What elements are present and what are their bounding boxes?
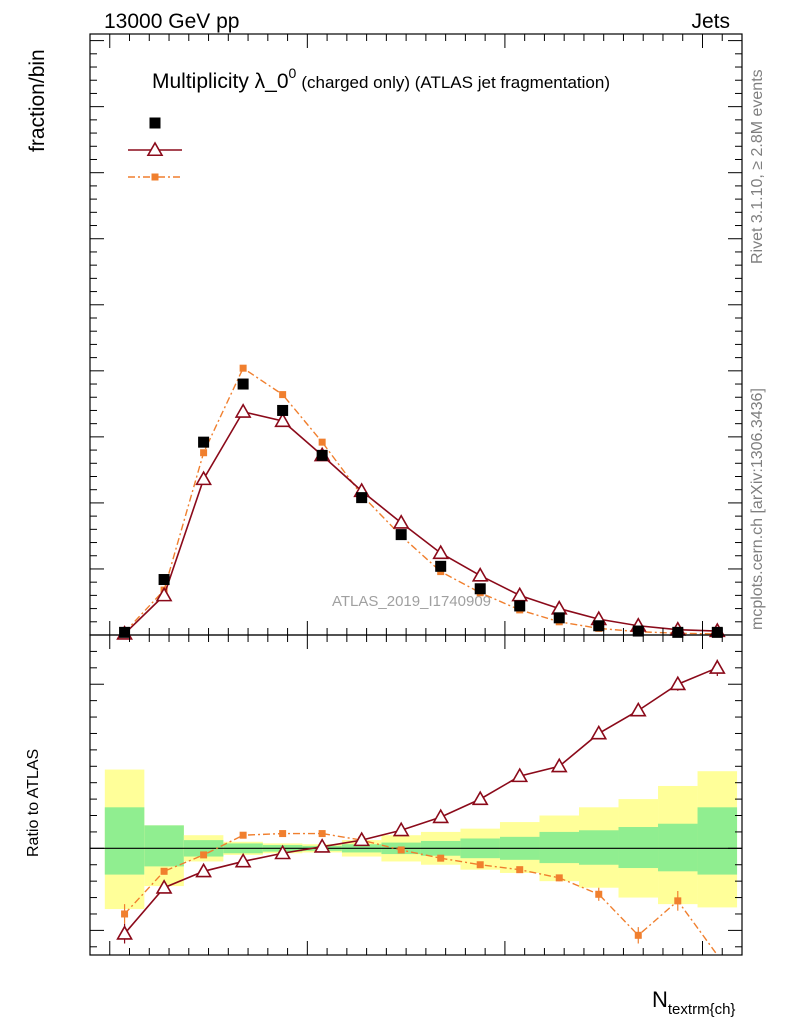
ratio-series-pythia-370 <box>116 659 726 944</box>
pythia-370-point <box>234 403 252 418</box>
atlas-point <box>553 612 565 624</box>
main-frame <box>89 33 743 636</box>
atlas-point <box>119 626 131 638</box>
atlas-point <box>435 560 447 572</box>
band-inner-bin <box>697 807 738 875</box>
band-inner-bin <box>104 807 145 875</box>
ratio-pythia-370-point <box>511 767 529 783</box>
ratio-pythia-default-point <box>239 831 247 839</box>
atlas-point <box>474 583 486 595</box>
ratio-pythia-370-point <box>195 862 212 878</box>
atlas-point <box>316 449 328 461</box>
ratio-pythia-370-line <box>123 667 718 935</box>
pythia-370-point <box>195 470 212 486</box>
ratio-panel: Ratio to ATLAS Ntextrm{ch} <box>25 634 743 1018</box>
watermark: ATLAS_2019_I1740909 <box>332 593 491 610</box>
series-atlas <box>119 378 723 638</box>
pythia-default-line <box>124 367 718 635</box>
ratio-pythia-default-point <box>634 931 642 939</box>
plot-title: Multiplicity λ_00 (charged only) (ATLAS j… <box>152 65 610 93</box>
pythia-default-point <box>200 449 208 457</box>
ratio-pythia-370-point <box>234 852 252 868</box>
pythia-default-point <box>318 438 326 446</box>
ratio-pythia-370-point <box>708 659 726 674</box>
ratio-pythia-default-point <box>555 874 563 882</box>
legend-pythia-370-marker <box>146 141 164 157</box>
pythia-default-point <box>279 391 287 399</box>
ratio-pythia-default-point <box>397 846 405 854</box>
ratio-pythia-default-point <box>437 854 445 862</box>
uncertainty-bands <box>104 769 738 910</box>
atlas-point <box>632 625 644 637</box>
ratio-pythia-370-point <box>550 757 568 773</box>
pythia-370-point <box>432 544 450 560</box>
mcplots-label: mcplots.cern.ch [arXiv:1306.3436] <box>749 388 766 630</box>
legend-atlas-marker <box>149 117 161 129</box>
main-y-ticks <box>90 40 742 636</box>
ratio-pythia-default-point <box>200 851 208 859</box>
header-right: Jets <box>691 10 730 33</box>
rivet-label: Rivet 3.1.10, ≥ 2.8M events <box>749 69 766 264</box>
header-left: 13000 GeV pp <box>104 10 239 33</box>
ratio-pythia-default-line <box>124 832 718 956</box>
plot-title-sup: 0 <box>289 65 297 81</box>
atlas-point <box>356 492 368 504</box>
main-panel: Multiplicity λ_00 (charged only) (ATLAS j… <box>26 33 743 640</box>
band-inner-bin <box>618 827 659 869</box>
pythia-370-line <box>124 410 718 635</box>
x-axis-label-main: N <box>652 987 668 1012</box>
band-inner-bin <box>539 831 579 864</box>
atlas-point <box>198 436 210 448</box>
ratio-pythia-370-point <box>155 879 173 894</box>
x-ticks <box>109 34 723 955</box>
ratio-pythia-370-point <box>432 808 450 824</box>
ratio-frame <box>89 634 743 956</box>
atlas-point <box>593 620 605 632</box>
ratio-pythia-default-point <box>674 897 682 905</box>
band-inner-bin <box>144 825 184 867</box>
ratio-pythia-370-point <box>353 831 371 847</box>
ratio-pythia-370-point <box>392 821 410 837</box>
atlas-point <box>672 626 684 638</box>
pythia-370-point <box>471 566 489 582</box>
atlas-point <box>711 626 723 638</box>
atlas-point <box>277 404 289 416</box>
ratio-pythia-370-point <box>629 701 647 717</box>
ratio-pythia-default-point <box>279 830 287 838</box>
ratio-pythia-370-point <box>313 838 331 853</box>
pythia-370-point <box>392 514 410 529</box>
pythia-370-point <box>511 586 529 602</box>
ratio-pythia-default-point <box>476 861 484 869</box>
ratio-pythia-default-point <box>516 866 524 874</box>
atlas-point <box>395 529 407 541</box>
legend-pythia-default-marker <box>151 173 159 181</box>
ratio-pythia-default-point <box>160 867 168 875</box>
ratio-pythia-370-point <box>471 790 489 806</box>
atlas-point <box>158 574 170 586</box>
ratio-y-ticks <box>90 650 742 948</box>
atlas-point <box>237 378 249 390</box>
pythia-370-point <box>274 412 292 428</box>
main-ylabel: fraction/bin <box>26 49 49 152</box>
ratio-pythia-default-point <box>318 830 326 838</box>
ratio-ylabel: Ratio to ATLAS <box>25 749 42 857</box>
x-axis-label: Ntextrm{ch} <box>652 987 735 1018</box>
band-inner-bin <box>658 823 698 872</box>
ratio-pythia-370-point <box>669 675 687 691</box>
legend <box>128 117 182 181</box>
plot-title-rest: (charged only) (ATLAS jet fragmentation) <box>301 73 610 92</box>
plot-title-main: Multiplicity λ_0 <box>152 70 289 93</box>
pythia-default-point <box>239 364 247 372</box>
pythia-370-point <box>155 586 173 602</box>
ratio-pythia-370-point <box>590 724 608 740</box>
band-inner-bin <box>579 830 619 865</box>
ratio-pythia-default-point <box>595 890 603 898</box>
x-axis-label-sub: textrm{ch} <box>668 1001 736 1018</box>
ratio-pythia-default-point <box>121 910 129 918</box>
atlas-point <box>514 600 526 612</box>
ratio-series-pythia-default <box>121 830 718 956</box>
ratio-pythia-370-point <box>116 925 133 940</box>
ratio-pythia-370-point <box>274 844 292 860</box>
